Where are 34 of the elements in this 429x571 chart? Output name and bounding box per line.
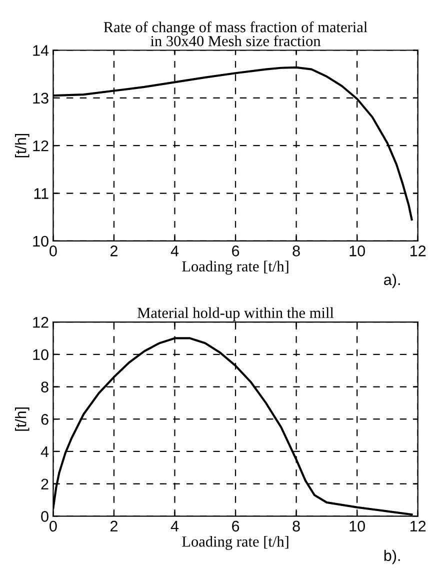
x-tick-label: 6 bbox=[232, 520, 240, 532]
x-tick-label: 6 bbox=[232, 246, 240, 256]
x-tick-label: 2 bbox=[110, 520, 118, 532]
x-tick-label: 0 bbox=[50, 520, 57, 532]
chart-title: Material hold-up within the mill bbox=[138, 307, 334, 322]
text: a). bbox=[384, 274, 400, 288]
x-tick-label: 0 bbox=[50, 246, 57, 256]
y-tick-label: 14 bbox=[33, 45, 49, 56]
y-tick-label: 2 bbox=[41, 478, 48, 490]
y-tick-label: 13 bbox=[33, 92, 48, 104]
y-tick-label: 12 bbox=[33, 316, 48, 328]
y-tick-label: 4 bbox=[40, 446, 49, 458]
y-axis-title: [t/h] bbox=[15, 407, 30, 431]
x-axis-title: Loading rate [t/h] bbox=[182, 260, 288, 275]
y-tick-label: 10 bbox=[33, 236, 48, 247]
x-tick-label: 4 bbox=[170, 520, 179, 532]
y-tick-label: 10 bbox=[33, 349, 48, 360]
x-tick-label: 10 bbox=[350, 246, 365, 256]
x-tick-label: 8 bbox=[292, 246, 300, 256]
y-tick-label: 12 bbox=[33, 140, 48, 152]
x-tick-label: 10 bbox=[350, 520, 365, 532]
x-tick-label: 4 bbox=[170, 246, 179, 256]
x-tick-label: 12 bbox=[410, 246, 426, 256]
x-tick-label: 2 bbox=[110, 246, 118, 256]
text: b). bbox=[384, 550, 400, 564]
y-tick-label: 6 bbox=[41, 414, 48, 425]
y-axis-title: [t/h] bbox=[15, 134, 30, 158]
y-tick-label: 11 bbox=[34, 188, 48, 199]
y-tick-label: 0 bbox=[41, 511, 48, 522]
y-tick-label: 8 bbox=[41, 382, 48, 392]
x-axis-title: Loading rate [t/h] bbox=[182, 536, 288, 550]
x-tick-label: 8 bbox=[292, 520, 300, 532]
x-tick-label: 12 bbox=[410, 520, 426, 532]
chart-title: Rate of change of mass fraction of material in 30x40 Mesh size fraction bbox=[104, 21, 368, 46]
